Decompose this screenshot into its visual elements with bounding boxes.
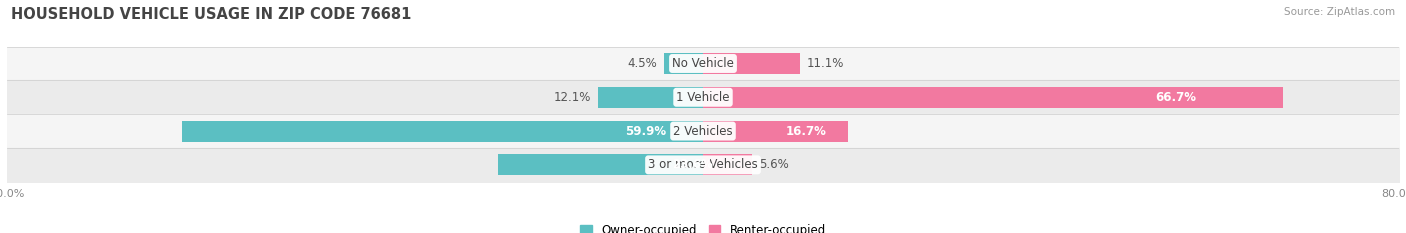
Text: 66.7%: 66.7% xyxy=(1156,91,1197,104)
Bar xyxy=(703,87,1284,108)
Text: 16.7%: 16.7% xyxy=(786,125,827,137)
Text: No Vehicle: No Vehicle xyxy=(672,57,734,70)
Text: 4.5%: 4.5% xyxy=(627,57,657,70)
Text: Source: ZipAtlas.com: Source: ZipAtlas.com xyxy=(1284,7,1395,17)
Bar xyxy=(664,53,703,74)
Text: 23.6%: 23.6% xyxy=(672,158,713,171)
Text: 11.1%: 11.1% xyxy=(807,57,844,70)
Text: 59.9%: 59.9% xyxy=(624,125,666,137)
Text: 3 or more Vehicles: 3 or more Vehicles xyxy=(648,158,758,171)
Text: HOUSEHOLD VEHICLE USAGE IN ZIP CODE 76681: HOUSEHOLD VEHICLE USAGE IN ZIP CODE 7668… xyxy=(11,7,412,22)
Bar xyxy=(703,154,752,175)
Bar xyxy=(703,53,800,74)
Text: 1 Vehicle: 1 Vehicle xyxy=(676,91,730,104)
Text: 5.6%: 5.6% xyxy=(759,158,789,171)
Bar xyxy=(181,121,703,141)
Text: 2 Vehicles: 2 Vehicles xyxy=(673,125,733,137)
Bar xyxy=(703,121,848,141)
Text: 12.1%: 12.1% xyxy=(554,91,591,104)
Legend: Owner-occupied, Renter-occupied: Owner-occupied, Renter-occupied xyxy=(579,224,827,233)
Bar xyxy=(598,87,703,108)
Bar xyxy=(498,154,703,175)
